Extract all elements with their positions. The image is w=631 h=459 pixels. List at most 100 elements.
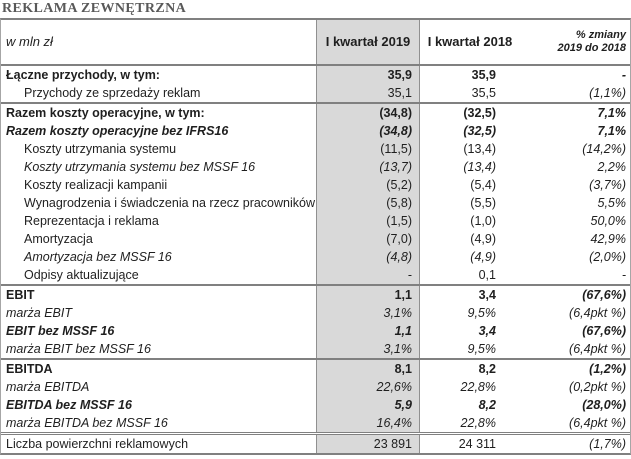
value-q1-2019: 22,6% [316,378,420,396]
table-row: Odpisy aktualizujące - 0,1 - [1,266,630,284]
value-percent-change: (14,2%) [582,142,626,156]
value-percent-change: 50,0% [590,214,626,228]
value-q1-2018: 8,2 [478,398,496,412]
row-label: Amortyzacja bez MSSF 16 [24,250,172,264]
table-row: Amortyzacja bez MSSF 16 (4,8) (4,9) (2,0… [1,248,630,266]
value-q1-2018: 35,9 [471,68,496,82]
value-q1-2019: 3,1% [316,304,420,322]
table-row: EBIT 1,1 3,4 (67,6%) [1,284,630,304]
value-q1-2019: (34,8) [316,104,420,122]
row-label: marża EBITDA [6,380,90,394]
value-q1-2019: 5,9 [316,396,420,414]
value-q1-2018: 0,1 [478,268,496,282]
value-percent-change: 7,1% [597,106,627,120]
value-q1-2018: 35,5 [471,86,496,100]
table-row: Łączne przychody, w tym: 35,9 35,9 - [1,66,630,84]
table-row: marża EBIT bez MSSF 16 3,1% 9,5% (6,4pkt… [1,340,630,358]
value-q1-2018: (32,5) [463,124,496,138]
value-percent-change: 42,9% [590,232,626,246]
value-q1-2019: 1,1 [316,322,420,340]
value-q1-2018: (32,5) [463,106,496,120]
row-label: marża EBIT bez MSSF 16 [6,342,151,356]
row-label: Łączne przychody, w tym: [6,68,160,82]
value-q1-2018: (1,0) [470,214,496,228]
table-row: marża EBITDA bez MSSF 16 16,4% 22,8% (6,… [1,414,630,432]
value-q1-2018: 9,5% [467,342,497,356]
value-percent-change: 7,1% [597,124,627,138]
value-q1-2019: (5,8) [316,194,420,212]
value-q1-2019: 16,4% [316,414,420,432]
value-percent-change: 2,2% [597,160,627,174]
table-row: marża EBITDA 22,6% 22,8% (0,2pkt %) [1,378,630,396]
value-q1-2019: (5,2) [316,176,420,194]
value-percent-change: - [621,268,626,282]
unit-label: w mln zł [6,34,53,49]
row-label: EBIT [6,288,35,302]
table-row: EBITDA bez MSSF 16 5,9 8,2 (28,0%) [1,396,630,414]
table-row: EBITDA 8,1 8,2 (1,2%) [1,358,630,378]
column-header-percent-change: % zmiany 2019 do 2018 [520,29,630,55]
value-q1-2018: (5,5) [470,196,496,210]
value-q1-2019: 35,9 [316,66,420,84]
value-percent-change: (6,4pkt %) [569,306,626,320]
row-label: Razem koszty operacyjne, w tym: [6,106,205,120]
value-q1-2018: 22,8% [460,416,496,430]
table-row: Wynagrodzenia i świadczenia na rzecz pra… [1,194,630,212]
value-q1-2018: 9,5% [467,306,497,320]
value-q1-2019: (1,5) [316,212,420,230]
page-title: REKLAMA ZEWNĘTRZNA [2,1,187,16]
column-header-q1-2019: I kwartał 2019 [316,20,420,64]
value-q1-2018: (5,4) [470,178,496,192]
row-label: Wynagrodzenia i świadczenia na rzecz pra… [24,196,315,210]
value-q1-2018: (13,4) [463,160,496,174]
row-label: Koszty realizacji kampanii [24,178,168,192]
row-label: Liczba powierzchni reklamowych [6,437,189,451]
row-label: marża EBIT [6,306,72,320]
value-q1-2019: (13,7) [316,158,420,176]
value-q1-2019: (4,8) [316,248,420,266]
value-q1-2019: 1,1 [316,286,420,304]
value-percent-change: (67,6%) [582,288,626,302]
value-q1-2018: 3,4 [478,288,496,302]
table-row: Reprezentacja i reklama (1,5) (1,0) 50,0… [1,212,630,230]
value-q1-2018: (13,4) [463,142,496,156]
row-label: EBITDA [6,362,53,376]
value-q1-2018: 22,8% [460,380,496,394]
table-row: Przychody ze sprzedaży reklam 35,1 35,5 … [1,84,630,102]
value-percent-change: (2,0%) [589,250,626,264]
value-q1-2018: 3,4 [478,324,496,338]
row-label: Razem koszty operacyjne bez IFRS16 [6,124,229,138]
value-q1-2018: (4,9) [470,232,496,246]
value-q1-2019: (34,8) [316,122,420,140]
percent-change-line2: 2019 do 2018 [557,42,627,54]
row-label: marża EBITDA bez MSSF 16 [6,416,168,430]
value-q1-2019: 8,1 [316,360,420,378]
table-row: Razem koszty operacyjne, w tym: (34,8) (… [1,102,630,122]
financial-table: w mln zł I kwartał 2019 I kwartał 2018 %… [0,18,631,455]
value-percent-change: (67,6%) [582,324,626,338]
row-label: Reprezentacja i reklama [24,214,159,228]
value-percent-change: (6,4pkt %) [569,416,626,430]
table-row: Koszty realizacji kampanii (5,2) (5,4) (… [1,176,630,194]
row-label: Odpisy aktualizujące [24,268,139,282]
row-label: Koszty utrzymania systemu bez MSSF 16 [24,160,256,174]
row-label: Amortyzacja [24,232,93,246]
value-q1-2018: (4,9) [470,250,496,264]
value-q1-2019: 35,1 [316,84,420,102]
column-header-q1-2018: I kwartał 2018 [427,34,513,49]
table-row: Razem koszty operacyjne bez IFRS16 (34,8… [1,122,630,140]
value-percent-change: (0,2pkt %) [569,380,626,394]
table-row: Amortyzacja (7,0) (4,9) 42,9% [1,230,630,248]
table-body: Łączne przychody, w tym: 35,9 35,9 - Prz… [1,66,630,453]
value-q1-2019: (11,5) [316,140,420,158]
row-label: Koszty utrzymania systemu [24,142,177,156]
row-label: EBITDA bez MSSF 16 [6,398,132,412]
value-percent-change: 5,5% [597,196,627,210]
value-percent-change: (1,1%) [589,86,626,100]
value-q1-2018: 8,2 [478,362,496,376]
value-percent-change: - [621,68,626,82]
value-q1-2019: 3,1% [316,340,420,358]
value-percent-change: (1,2%) [589,362,626,376]
value-q1-2019: 23 891 [316,435,420,453]
